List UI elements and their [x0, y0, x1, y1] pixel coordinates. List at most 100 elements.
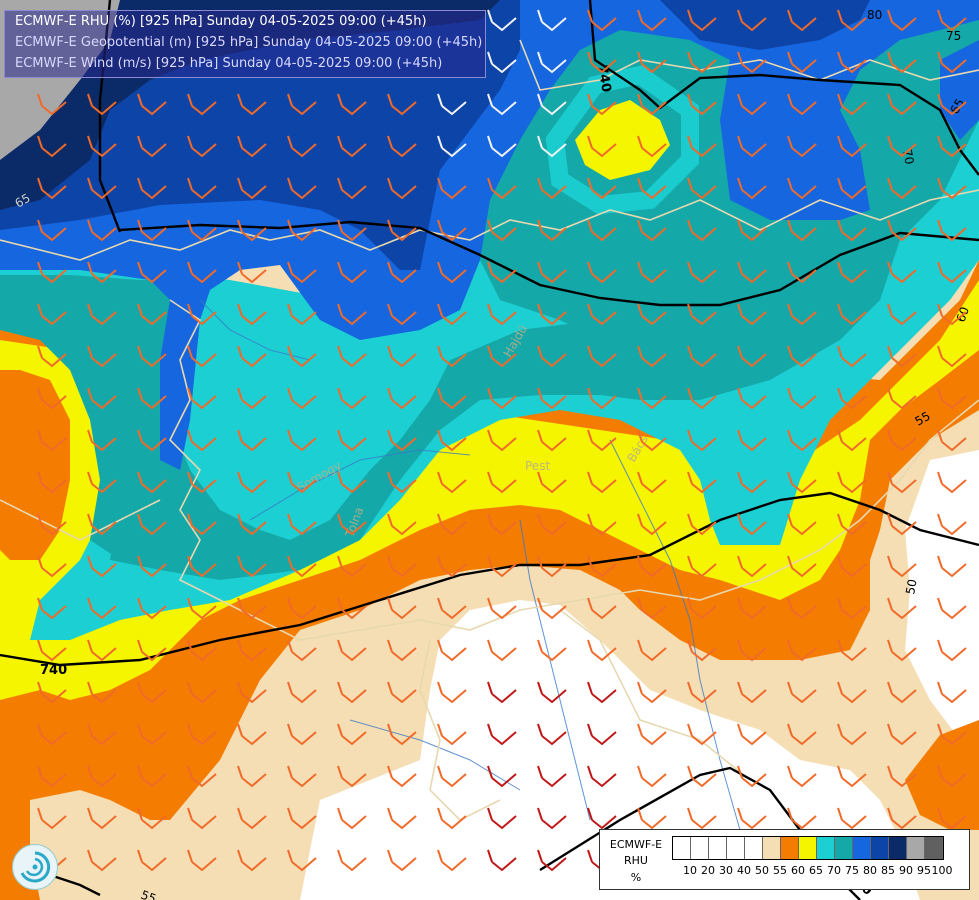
wind-barb [637, 765, 667, 788]
wind-barb [437, 219, 467, 242]
wind-barb [337, 303, 367, 326]
wind-barb [137, 849, 167, 872]
wind-barb [737, 219, 767, 242]
wind-barb [887, 303, 917, 326]
wind-barb [37, 639, 67, 662]
legend-tick: 90 [899, 864, 913, 877]
wind-barb [737, 93, 767, 116]
wind-barb [137, 93, 167, 116]
wind-barb [137, 639, 167, 662]
wind-barb [937, 51, 967, 74]
wind-barb [487, 387, 517, 410]
legend-tick: 55 [773, 864, 787, 877]
wind-barb [887, 261, 917, 284]
wind-barb [37, 807, 67, 830]
wind-barb [537, 303, 567, 326]
wind-barb [687, 639, 717, 662]
wind-barb [587, 639, 617, 662]
wind-barb [537, 93, 567, 116]
legend-tick: 10 [683, 864, 697, 877]
wind-barb [437, 807, 467, 830]
wind-barb [87, 429, 117, 452]
wind-barb [587, 51, 617, 74]
wind-barb [537, 555, 567, 578]
wind-barb [337, 471, 367, 494]
wind-barb [337, 513, 367, 536]
wind-barbs [37, 9, 967, 872]
wind-barb [837, 135, 867, 158]
wind-barb [387, 849, 417, 872]
wind-barb [537, 177, 567, 200]
wind-barb [137, 261, 167, 284]
wind-barb [87, 681, 117, 704]
wind-barb [387, 597, 417, 620]
wind-barb [187, 639, 217, 662]
wind-barb [537, 345, 567, 368]
wind-barb [387, 387, 417, 410]
title-geopotential: ECMWF-E Geopotential (m) [925 hPa] Sunda… [15, 35, 483, 50]
wind-barb [587, 513, 617, 536]
legend-tick: 65 [809, 864, 823, 877]
wind-barb [687, 681, 717, 704]
wind-barb [737, 303, 767, 326]
wind-barb [637, 51, 667, 74]
wind-barb [687, 93, 717, 116]
wind-barb [237, 681, 267, 704]
wind-barb [787, 9, 817, 32]
wind-barb [887, 681, 917, 704]
wind-barb [837, 177, 867, 200]
wind-barb [337, 261, 367, 284]
wind-barb [487, 681, 517, 704]
wind-barb [237, 387, 267, 410]
wind-barb [37, 765, 67, 788]
wind-barb [687, 9, 717, 32]
wind-barb [487, 597, 517, 620]
wind-barb [437, 513, 467, 536]
wind-barb [887, 93, 917, 116]
wind-barb [337, 849, 367, 872]
wind-barb [487, 9, 517, 32]
wind-barb [37, 345, 67, 368]
wind-barb [387, 681, 417, 704]
wind-barb [137, 303, 167, 326]
title-box: ECMWF-E RHU (%) [925 hPa] Sunday 04-05-2… [4, 10, 486, 78]
wind-barb [287, 429, 317, 452]
legend-tick: 60 [791, 864, 805, 877]
wind-barb [87, 849, 117, 872]
wind-barb [637, 345, 667, 368]
wind-barb [387, 471, 417, 494]
wind-barb [137, 429, 167, 452]
wind-barb [887, 639, 917, 662]
wind-barb [687, 471, 717, 494]
wind-barb [537, 135, 567, 158]
wind-barb [737, 387, 767, 410]
title-rhu: ECMWF-E RHU (%) [925 hPa] Sunday 04-05-2… [15, 14, 427, 29]
rhu-85-area-ne [660, 0, 870, 50]
wind-barb [537, 387, 567, 410]
wind-barb [337, 807, 367, 830]
wind-barb [387, 93, 417, 116]
legend-tick: 30 [719, 864, 733, 877]
wind-barb [37, 387, 67, 410]
wind-barb [737, 807, 767, 830]
wind-barb [487, 849, 517, 872]
legend-swatch [817, 837, 835, 859]
wind-barb [887, 51, 917, 74]
wind-barb [87, 261, 117, 284]
wind-barb [187, 597, 217, 620]
wind-barb [937, 387, 967, 410]
wind-barb [937, 471, 967, 494]
wind-barb [337, 177, 367, 200]
wind-barb [837, 9, 867, 32]
wind-barb [487, 177, 517, 200]
legend-swatch [691, 837, 709, 859]
wind-barb [937, 555, 967, 578]
wind-barb [937, 807, 967, 830]
wind-barb [187, 723, 217, 746]
rhu-contour-label: 65 [947, 96, 967, 116]
wind-barb [537, 9, 567, 32]
legend-tick: 80 [863, 864, 877, 877]
wind-barb [287, 681, 317, 704]
wind-barb [337, 219, 367, 242]
wind-barb [87, 219, 117, 242]
